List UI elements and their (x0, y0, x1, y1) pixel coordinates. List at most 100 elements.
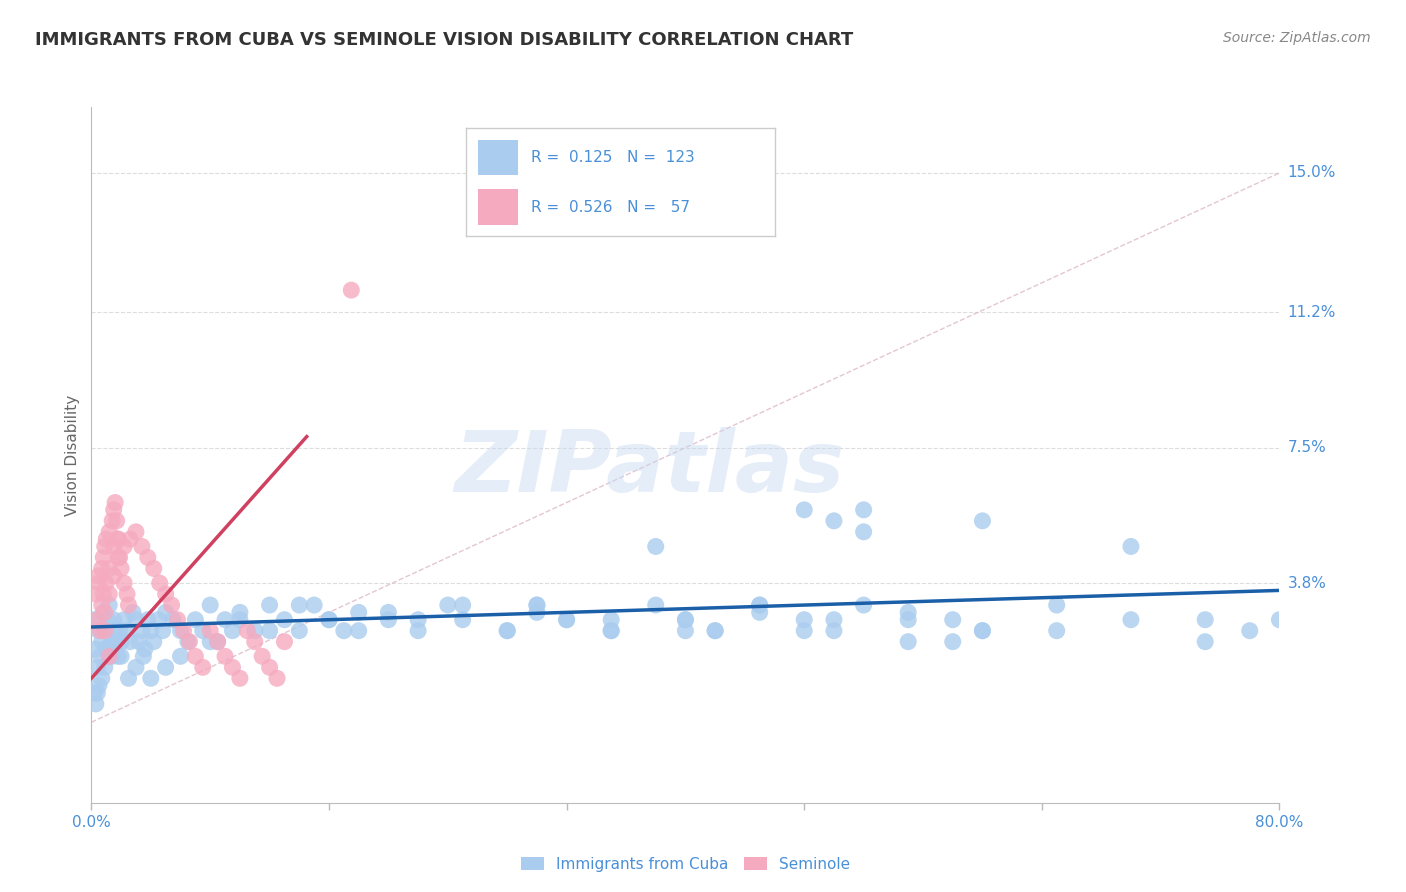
Point (200, 624, 222, 638)
Text: IMMIGRANTS FROM CUBA VS SEMINOLE VISION DISABILITY CORRELATION CHART: IMMIGRANTS FROM CUBA VS SEMINOLE VISION … (35, 31, 853, 49)
Point (229, 606, 252, 620)
Point (897, 613, 920, 627)
Point (86, 686, 108, 700)
Point (169, 624, 191, 638)
Point (288, 624, 311, 638)
Point (97, 613, 120, 627)
Point (526, 598, 548, 612)
Point (84, 697, 107, 711)
Point (704, 624, 727, 638)
Point (406, 613, 429, 627)
Point (897, 634, 920, 648)
Point (136, 550, 159, 565)
Point (221, 624, 243, 638)
Point (103, 503, 125, 517)
Point (377, 606, 399, 620)
Point (972, 624, 994, 638)
Point (200, 598, 222, 612)
Point (1119, 613, 1142, 627)
Point (91, 587, 114, 601)
Point (273, 634, 295, 648)
Text: 7.5%: 7.5% (1288, 440, 1326, 455)
Point (101, 649, 124, 664)
Point (103, 540, 125, 554)
Point (644, 540, 666, 554)
Point (250, 649, 273, 664)
Point (110, 561, 132, 575)
Point (166, 613, 188, 627)
Point (526, 598, 548, 612)
Point (104, 624, 127, 638)
Point (526, 606, 548, 620)
Point (748, 598, 770, 612)
Point (103, 568, 125, 582)
Point (101, 514, 124, 528)
Point (162, 613, 184, 627)
Text: Source: ZipAtlas.com: Source: ZipAtlas.com (1223, 31, 1371, 45)
Point (259, 660, 281, 674)
Point (87, 568, 110, 582)
Point (84, 587, 107, 601)
Legend: Immigrants from Cuba, Seminole: Immigrants from Cuba, Seminole (520, 856, 851, 871)
Point (96, 532, 118, 546)
Point (704, 624, 727, 638)
Point (1194, 634, 1216, 648)
Point (333, 624, 356, 638)
Point (96, 576, 118, 591)
Point (644, 598, 666, 612)
Point (347, 606, 370, 620)
Point (94, 624, 117, 638)
Point (89, 624, 111, 638)
Point (118, 532, 141, 546)
Point (110, 634, 132, 648)
Point (214, 613, 236, 627)
Point (155, 606, 177, 620)
Point (107, 532, 129, 546)
Point (793, 503, 815, 517)
Point (155, 587, 177, 601)
Point (273, 613, 295, 627)
Point (555, 613, 578, 627)
Point (229, 613, 252, 627)
Point (90, 561, 112, 575)
Point (142, 634, 165, 648)
Point (221, 660, 243, 674)
Point (406, 624, 429, 638)
Text: 3.8%: 3.8% (1288, 575, 1327, 591)
Point (86, 660, 108, 674)
Point (972, 624, 994, 638)
Point (259, 598, 281, 612)
Point (87, 624, 110, 638)
Point (942, 634, 965, 648)
Point (132, 649, 155, 664)
Point (94, 624, 117, 638)
Point (600, 624, 623, 638)
Point (94, 540, 117, 554)
Y-axis label: Vision Disability: Vision Disability (65, 394, 80, 516)
Point (229, 671, 252, 685)
Point (259, 624, 281, 638)
Point (243, 624, 266, 638)
Point (436, 598, 458, 612)
Point (131, 540, 153, 554)
Point (897, 606, 920, 620)
Point (103, 634, 125, 648)
Point (179, 634, 201, 648)
Point (823, 613, 845, 627)
Point (103, 613, 125, 627)
Point (118, 634, 141, 648)
Point (852, 598, 875, 612)
Text: ZIPatlas: ZIPatlas (454, 427, 845, 510)
Point (86, 613, 108, 627)
Point (107, 649, 129, 664)
Point (207, 634, 229, 648)
Point (83, 613, 105, 627)
Point (1119, 540, 1142, 554)
Point (673, 613, 696, 627)
Point (347, 624, 370, 638)
Point (496, 624, 519, 638)
Point (125, 660, 148, 674)
Point (555, 613, 578, 627)
Point (139, 624, 162, 638)
Point (852, 503, 875, 517)
